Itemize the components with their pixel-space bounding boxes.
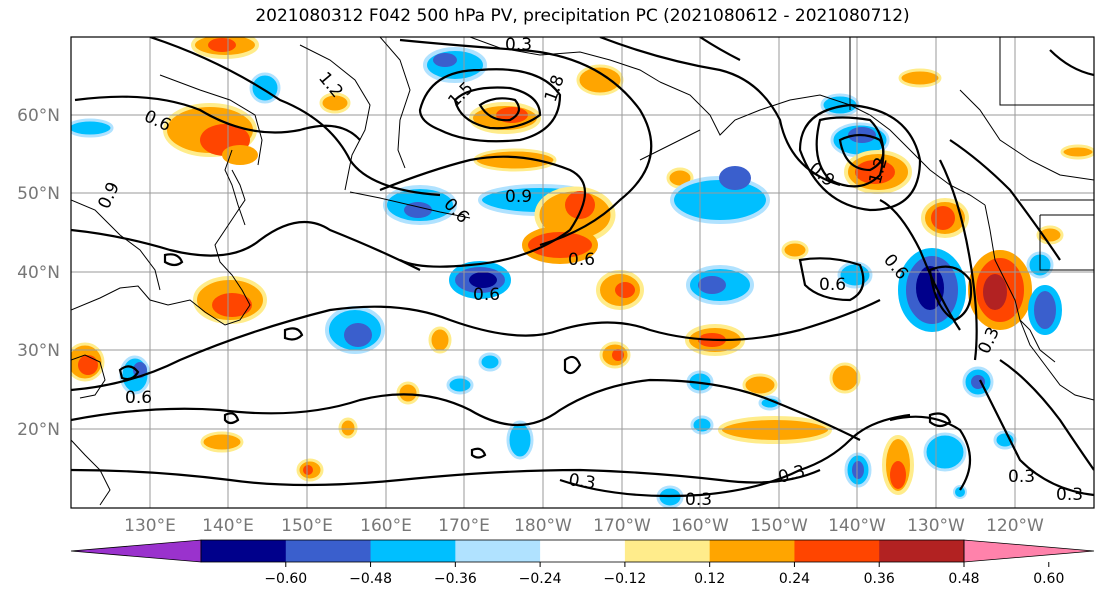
lat-label: 50°N (17, 184, 60, 204)
lat-labels: 60°N 50°N 40°N 30°N 20°N (17, 106, 60, 440)
colorbar-swatch (285, 540, 372, 562)
colorbar-swatch (624, 540, 711, 562)
colorbar-tick-label: 0.24 (779, 571, 810, 587)
lon-label: 160°E (360, 516, 412, 536)
lon-label: 170°W (593, 516, 651, 536)
lon-label: 130°W (907, 516, 965, 536)
lon-label: 170°E (438, 516, 490, 536)
colorbar-swatch (455, 540, 541, 562)
lon-label: 150°W (750, 516, 808, 536)
graticule (71, 37, 1094, 508)
contour-label: 0.3 (505, 35, 532, 55)
colorbar-swatch (709, 540, 795, 562)
contour-label: 0.3 (1056, 485, 1083, 505)
colorbar-tick-label: 0.48 (948, 571, 979, 587)
lon-label: 140°E (202, 516, 254, 536)
lat-label: 60°N (17, 106, 60, 126)
lon-labels: 130°E 140°E 150°E 160°E 170°E 180°W 170°… (124, 516, 1044, 536)
colorbar-swatch (794, 540, 880, 562)
lon-label: 150°E (281, 516, 333, 536)
contour-label: 0.3 (685, 490, 712, 510)
lon-label: 130°E (124, 516, 176, 536)
colorbar-extend-low (70, 539, 202, 563)
lon-label: 180°W (514, 516, 572, 536)
lon-label: 160°W (671, 516, 729, 536)
map-title: 2021080312 F042 500 hPa PV, precipitatio… (255, 6, 910, 26)
lon-label: 140°W (828, 516, 886, 536)
colorbar-tick-label: 0.36 (864, 571, 895, 587)
colorbar-swatch (879, 540, 965, 562)
colorbar-tick-label: −0.36 (434, 571, 477, 587)
lon-label: 120°W (986, 516, 1044, 536)
colorbar-tick-label: 0.12 (694, 571, 725, 587)
colorbar: −0.60 −0.48 −0.36 −0.24 −0.12 0.12 0.24 0.36 0.4… (70, 539, 1095, 587)
lat-label: 30°N (17, 341, 60, 361)
contour-label: 0.6 (819, 275, 846, 295)
colorbar-swatch (540, 540, 626, 562)
contour-label: 0.6 (125, 388, 152, 408)
colorbar-tick-label: 0.60 (1033, 571, 1064, 587)
contour-label: 0.6 (473, 285, 500, 305)
contour-label: 0.3 (1008, 467, 1035, 487)
colorbar-tick-label: −0.24 (519, 571, 562, 587)
contour-label: 0.3 (567, 470, 597, 494)
contour-label: 0.9 (505, 187, 532, 207)
pv-contours (71, 37, 1094, 498)
lat-label: 20°N (17, 420, 60, 440)
map-frame (70, 36, 1095, 509)
colorbar-frame (200, 539, 965, 563)
contour-label: 0.6 (568, 250, 595, 270)
colorbar-tick-label: −0.12 (603, 571, 646, 587)
lat-label: 40°N (17, 263, 60, 283)
colorbar-tick-label: −0.60 (264, 571, 307, 587)
colorbar-tick-label: −0.48 (349, 571, 392, 587)
colorbar-extend-high (963, 539, 1095, 563)
colorbar-swatch (370, 540, 456, 562)
colorbar-swatch (201, 540, 287, 562)
